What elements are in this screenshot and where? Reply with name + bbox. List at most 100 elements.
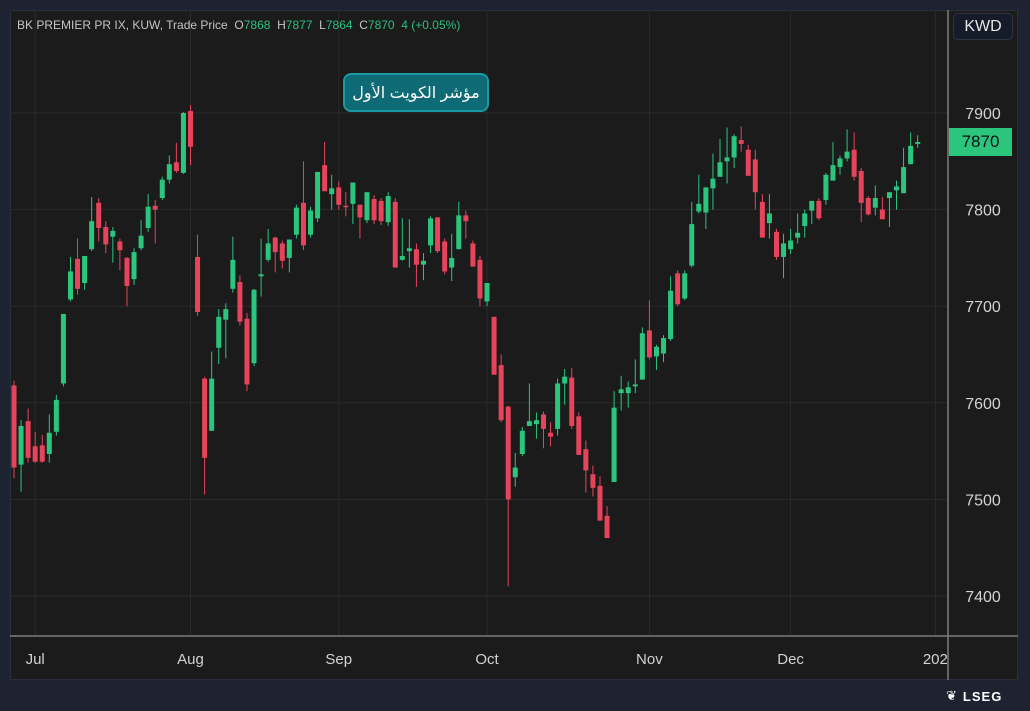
- candle-body: [364, 192, 370, 221]
- candle-down: [117, 238, 123, 271]
- candle-up: [138, 220, 144, 251]
- candle-body: [653, 346, 659, 357]
- candle-up: [223, 303, 229, 359]
- candle-down: [173, 142, 179, 173]
- candle-up: [710, 153, 716, 210]
- y-tick-label: 7500: [965, 492, 1001, 509]
- candle-down: [11, 380, 17, 479]
- candle-body: [526, 421, 532, 426]
- candle-body: [710, 178, 716, 189]
- change-value: 4 (+0.05%): [401, 18, 461, 32]
- candle-up: [766, 194, 772, 239]
- candle-body: [46, 432, 52, 454]
- candle-up: [53, 395, 59, 436]
- candle-up: [717, 139, 723, 177]
- candle-down: [576, 412, 582, 455]
- candle-up: [265, 228, 271, 262]
- candle-body: [816, 200, 822, 219]
- candle-body: [611, 407, 617, 483]
- candle-body: [385, 196, 391, 223]
- candle-body: [548, 432, 554, 437]
- candle-body: [173, 162, 179, 171]
- candle-body: [103, 226, 109, 245]
- candle-up: [703, 187, 709, 229]
- candle-down: [103, 221, 109, 254]
- candle-up: [625, 381, 631, 408]
- candle-down: [646, 300, 652, 360]
- candle-body: [781, 243, 787, 257]
- candle-up: [795, 213, 801, 244]
- candle-body: [823, 174, 829, 200]
- candle-body: [39, 445, 45, 462]
- candle-up: [809, 200, 815, 225]
- candle-body: [110, 230, 116, 237]
- candle-body: [32, 446, 38, 462]
- candle-body: [463, 215, 469, 222]
- candle-up: [350, 182, 356, 225]
- candle-up: [837, 155, 843, 175]
- candle-body: [533, 420, 539, 425]
- candle-up: [915, 135, 921, 148]
- candle-body: [329, 188, 335, 195]
- candle-body: [562, 376, 568, 384]
- candle-down: [548, 422, 554, 447]
- candle-down: [773, 228, 779, 260]
- candle-up: [329, 174, 335, 210]
- candle-up: [802, 209, 808, 238]
- low-value: 7864: [325, 18, 353, 32]
- last-price-label: 7870: [949, 128, 1012, 156]
- candle-body: [625, 387, 631, 394]
- candle-up: [230, 236, 236, 293]
- high-value: 7877: [285, 18, 313, 32]
- candle-up: [251, 288, 257, 367]
- candle-down: [498, 354, 504, 423]
- candle-up: [258, 238, 264, 297]
- candle-up: [180, 112, 186, 174]
- x-axis[interactable]: Jul Aug Sep Oct Nov Dec 202: [26, 651, 948, 668]
- candle-body: [67, 271, 73, 300]
- candle-body: [879, 209, 885, 220]
- candle-down: [188, 105, 193, 166]
- candle-down: [463, 210, 469, 239]
- candle-body: [886, 192, 892, 199]
- candle-up: [89, 197, 95, 252]
- candle-body: [188, 111, 193, 147]
- candle-body: [788, 240, 794, 250]
- candle-body: [53, 399, 59, 432]
- candle-down: [25, 408, 31, 463]
- currency-button[interactable]: KWD: [953, 13, 1013, 40]
- candle-up: [216, 309, 222, 365]
- candle-down: [371, 195, 377, 225]
- candle-up: [512, 453, 518, 487]
- candle-body: [399, 255, 405, 260]
- candle-body: [279, 243, 285, 261]
- symbol-name: BK PREMIER PR IX, KUW, Trade Price: [17, 18, 228, 32]
- y-tick-label: 7900: [965, 106, 1001, 123]
- candle-up: [555, 378, 561, 436]
- candle-body: [315, 171, 321, 219]
- candle-down: [879, 197, 885, 220]
- candle-down: [322, 141, 328, 192]
- candle-up: [901, 147, 907, 194]
- candle-body: [230, 259, 236, 289]
- candle-down: [477, 255, 483, 307]
- candle-down: [75, 238, 81, 295]
- candle-up: [145, 194, 151, 232]
- candle-body: [766, 213, 772, 224]
- x-tick-label: Oct: [475, 651, 499, 668]
- y-axis[interactable]: 7400 7500 7600 7700 7800 7900: [965, 106, 1001, 606]
- candle-body: [406, 248, 412, 252]
- candle-down: [39, 434, 45, 463]
- ohlc-legend: BK PREMIER PR IX, KUW, Trade Price O7868…: [17, 18, 460, 32]
- candle-up: [166, 155, 172, 184]
- chart-panel: [10, 10, 1018, 680]
- candle-down: [378, 198, 384, 226]
- candle-down: [336, 181, 342, 210]
- candle-body: [858, 170, 864, 203]
- candle-body: [809, 200, 815, 211]
- high-label: H: [277, 18, 286, 32]
- candle-body: [272, 237, 278, 253]
- candle-body: [498, 365, 504, 421]
- candle-body: [915, 141, 921, 144]
